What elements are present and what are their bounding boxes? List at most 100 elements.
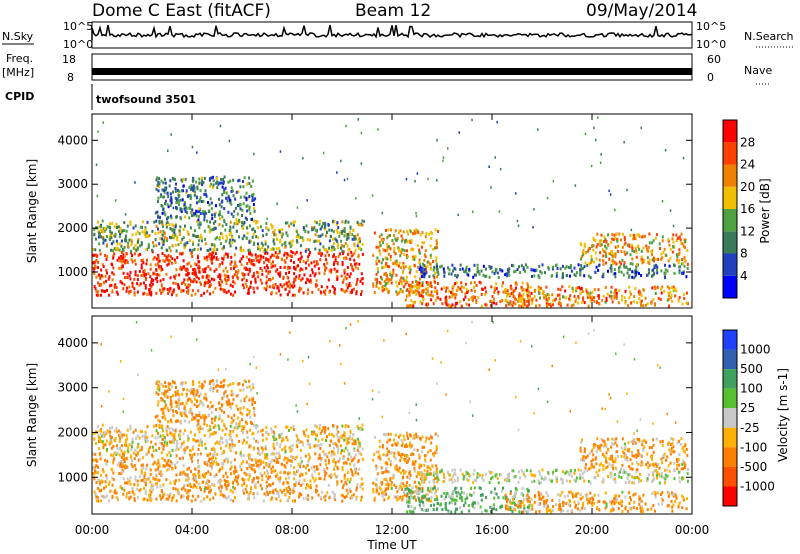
- heatmap-cell: [117, 225, 120, 229]
- heatmap-cell: [415, 293, 418, 296]
- heatmap-cell: [292, 280, 295, 284]
- heatmap-cell: [208, 382, 211, 385]
- heatmap-cell: [198, 402, 201, 406]
- heatmap-cell: [154, 477, 157, 481]
- heatmap-cell: [585, 287, 588, 291]
- heatmap-cell: [232, 225, 235, 229]
- heatmap-cell: [214, 442, 217, 445]
- heatmap-cell: [99, 482, 102, 486]
- heatmap-cell: [474, 273, 477, 277]
- heatmap-cell: [134, 467, 137, 471]
- heatmap-cell: [277, 247, 280, 250]
- heatmap-cell: [97, 293, 100, 297]
- heatmap-cell: [322, 151, 325, 155]
- heatmap-cell: [208, 178, 211, 182]
- heatmap-cell: [212, 446, 215, 450]
- heatmap-cell: [351, 496, 353, 500]
- heatmap-cell: [183, 246, 186, 250]
- heatmap-cell: [232, 429, 235, 433]
- heatmap-cell: [631, 262, 634, 266]
- heatmap-cell: [504, 290, 507, 294]
- heatmap-cell: [180, 487, 183, 491]
- heatmap-cell: [199, 416, 202, 420]
- heatmap-cell: [263, 492, 266, 496]
- heatmap-cell: [186, 434, 189, 438]
- heatmap-cell: [607, 243, 610, 247]
- colorbar-tick-label: 24: [740, 158, 755, 172]
- heatmap-cell: [392, 268, 395, 272]
- heatmap-cell: [683, 256, 686, 260]
- heatmap-cell: [113, 284, 116, 288]
- heatmap-cell: [105, 462, 108, 466]
- heatmap-cell: [393, 247, 396, 250]
- heatmap-cell: [228, 196, 231, 200]
- heatmap-cell: [323, 496, 326, 500]
- heatmap-cell: [677, 253, 680, 256]
- heatmap-cell: [351, 442, 354, 446]
- heatmap-cell: [676, 255, 679, 259]
- heatmap-cell: [376, 267, 379, 271]
- heatmap-cell: [678, 295, 681, 299]
- heatmap-cell: [189, 453, 192, 457]
- heatmap-cell: [137, 253, 140, 257]
- heatmap-cell: [326, 285, 329, 289]
- heatmap-cell: [203, 284, 206, 288]
- heatmap-cell: [654, 292, 657, 295]
- heatmap-cell: [289, 445, 292, 449]
- heatmap-cell: [353, 258, 356, 262]
- heatmap-cell: [155, 429, 158, 433]
- heatmap-cell: [144, 276, 147, 280]
- heatmap-cell: [426, 264, 429, 268]
- heatmap-cell: [330, 235, 332, 239]
- heatmap-cell: [119, 257, 122, 261]
- heatmap-cell: [158, 388, 161, 392]
- heatmap-cell: [212, 255, 215, 259]
- heatmap-cell: [286, 425, 289, 429]
- heatmap-cell: [158, 242, 161, 246]
- heatmap-cell: [246, 413, 249, 417]
- heatmap-cell: [247, 478, 250, 482]
- heatmap-cell: [272, 284, 275, 287]
- heatmap-cell: [152, 241, 154, 245]
- heatmap-cell: [275, 247, 278, 251]
- heatmap-cell: [136, 278, 139, 282]
- heatmap-cell: [191, 214, 193, 217]
- heatmap-cell: [474, 289, 476, 293]
- heatmap-cell: [217, 275, 220, 279]
- heatmap-cell: [179, 267, 182, 271]
- heatmap-cell: [640, 294, 643, 298]
- heatmap-cell: [189, 203, 192, 207]
- heatmap-cell: [239, 411, 242, 415]
- heatmap-cell: [223, 411, 226, 414]
- heatmap-cell: [158, 425, 161, 429]
- heatmap-cell: [129, 289, 132, 293]
- heatmap-cell: [166, 256, 169, 260]
- heatmap-cell: [509, 300, 512, 304]
- heatmap-cell: [624, 241, 627, 245]
- heatmap-cell: [552, 265, 555, 269]
- heatmap-cell: [529, 285, 532, 289]
- heatmap-cell: [167, 409, 170, 412]
- heatmap-cell: [308, 263, 310, 267]
- heatmap-cell: [230, 212, 233, 216]
- heatmap-cell: [216, 380, 218, 384]
- heatmap-cell: [173, 433, 176, 436]
- heatmap-cell: [561, 264, 564, 268]
- heatmap-cell: [380, 261, 383, 265]
- heatmap-cell: [103, 290, 106, 294]
- heatmap-cell: [490, 304, 492, 307]
- heatmap-cell: [400, 234, 403, 238]
- heatmap-cell: [597, 294, 600, 298]
- heatmap-cell: [404, 265, 407, 269]
- heatmap-cell: [287, 280, 290, 284]
- heatmap-cell: [475, 301, 478, 304]
- heatmap-cell: [284, 251, 287, 255]
- heatmap-cell: [314, 283, 317, 286]
- heatmap-cell: [125, 289, 128, 293]
- heatmap-cell: [542, 290, 545, 293]
- freq-label: Freq.: [6, 52, 33, 65]
- heatmap-cell: [299, 269, 301, 273]
- heatmap-cell: [229, 404, 232, 408]
- heatmap-cell: [430, 285, 433, 288]
- heatmap-cell: [97, 440, 100, 444]
